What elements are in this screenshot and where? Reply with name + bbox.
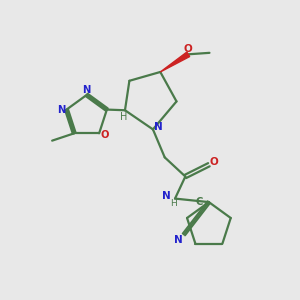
Text: N: N [57,105,65,115]
Text: O: O [100,130,109,140]
Text: H: H [170,199,177,208]
Text: O: O [183,44,192,54]
Text: C: C [196,197,203,207]
Text: N: N [82,85,91,95]
Polygon shape [160,52,190,72]
Text: O: O [209,157,218,167]
Text: N: N [174,236,183,245]
Text: N: N [154,122,162,132]
Text: N: N [162,190,171,201]
Text: H: H [120,112,127,122]
